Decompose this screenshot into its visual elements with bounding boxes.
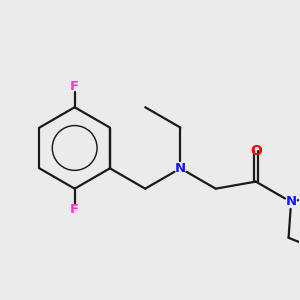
Text: N: N — [286, 196, 297, 208]
Text: F: F — [70, 203, 79, 216]
Text: O: O — [250, 144, 262, 158]
Text: N: N — [175, 162, 186, 175]
Text: F: F — [70, 80, 79, 93]
